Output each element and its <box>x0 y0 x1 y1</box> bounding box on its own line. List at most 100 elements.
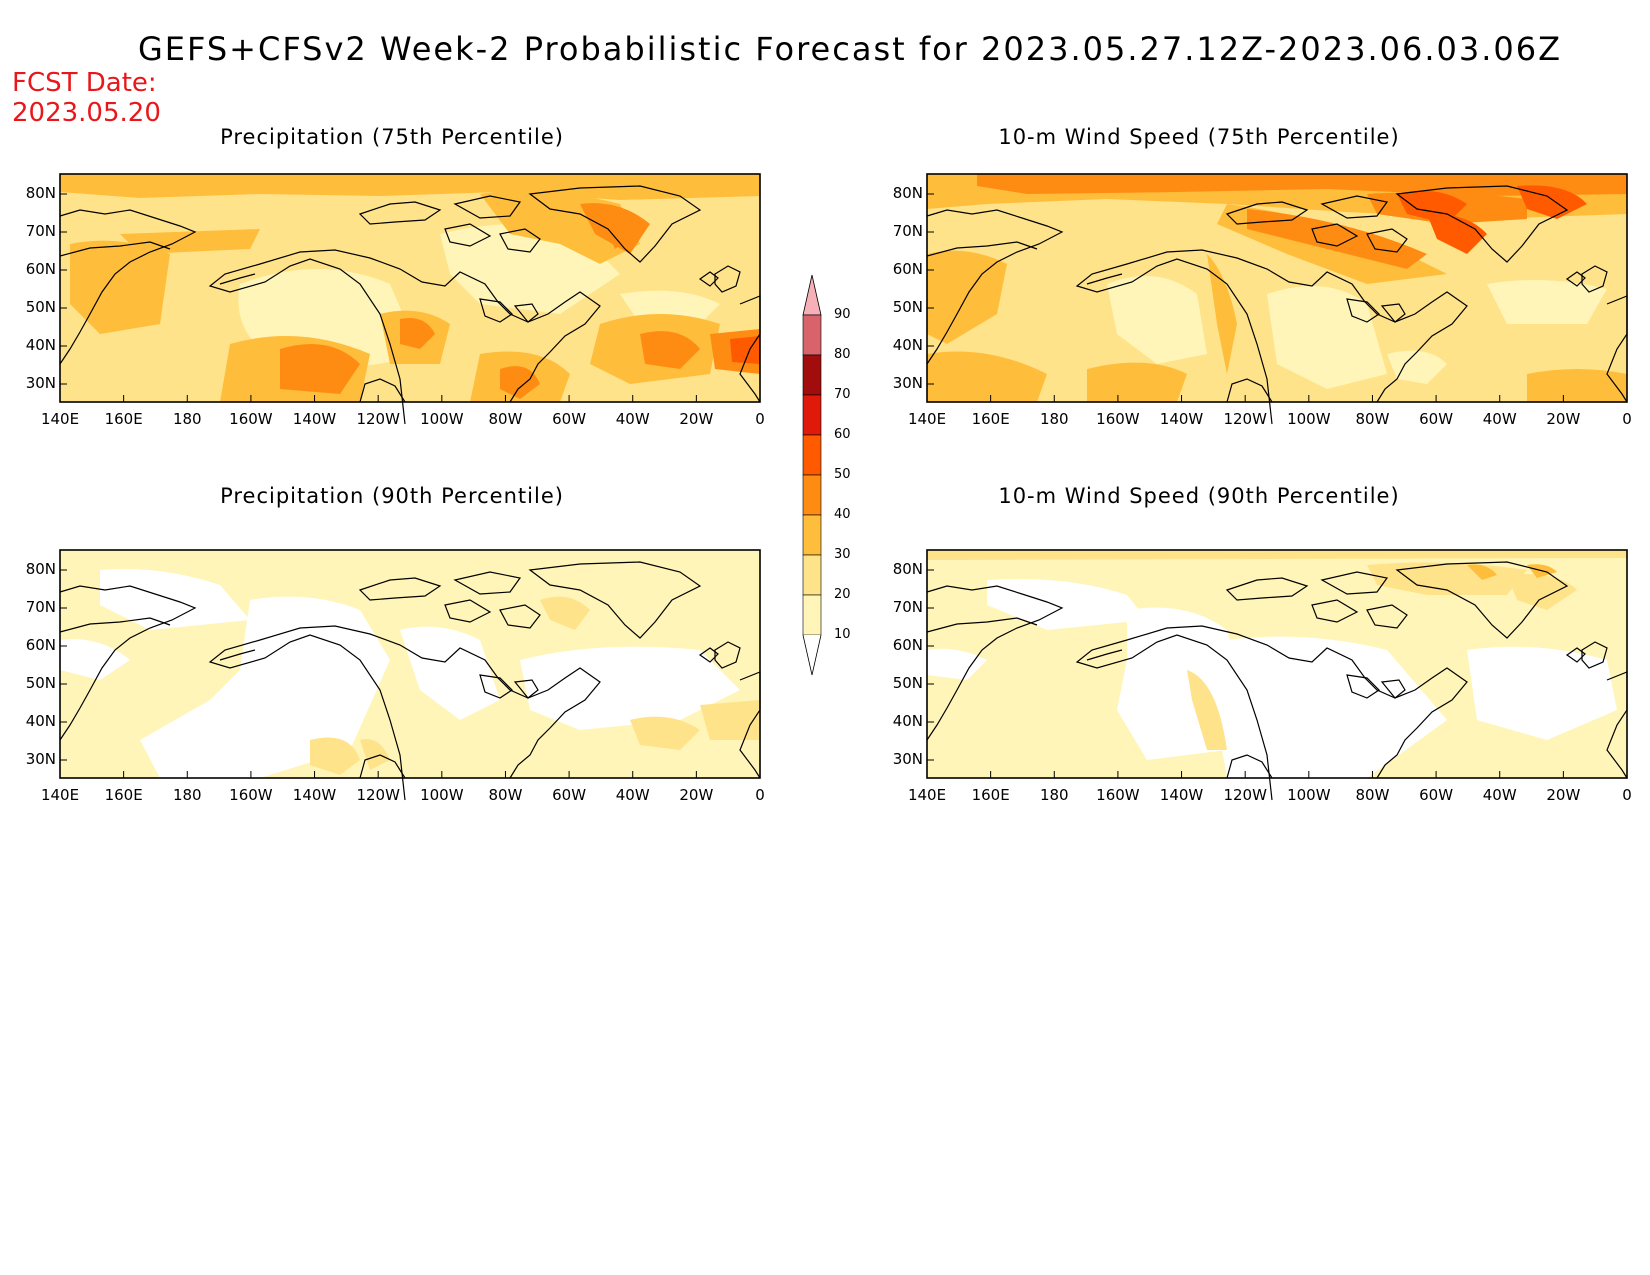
legend-swatch <box>802 554 822 596</box>
precip90-shade-5 <box>60 639 130 680</box>
coastline-3 <box>358 201 442 225</box>
lon-tick-label: 40W <box>1482 410 1517 428</box>
precip75-shade-11 <box>120 229 260 254</box>
lon-tick-label: 120W <box>356 786 400 804</box>
lat-tick-label: 30N <box>892 750 923 768</box>
wind75-shade-15 <box>1517 185 1587 219</box>
coastline-0 <box>1075 249 1468 425</box>
wind75-shade-7 <box>927 250 1007 344</box>
coastline-0 <box>1075 625 1468 801</box>
lon-tick-label: 0 <box>755 786 765 804</box>
lat-tick-label: 70N <box>892 598 923 616</box>
coastline-1 <box>1226 378 1273 403</box>
precip75-shade-13 <box>280 344 360 394</box>
coastline-1 <box>359 754 406 779</box>
lat-tick-label: 50N <box>892 298 923 316</box>
precip90-shade-4 <box>520 646 740 730</box>
coastline-3 <box>1225 577 1309 601</box>
precip90-shade-8 <box>310 737 360 775</box>
panel-title-precip75: Precipitation (75th Percentile) <box>220 125 564 149</box>
coastline-6 <box>1366 228 1408 253</box>
lat-tick-label: 70N <box>25 222 56 240</box>
lat-tick-label: 60N <box>892 260 923 278</box>
lat-tick-label: 80N <box>25 560 56 578</box>
color-legend: 90 80 70 60 50 40 30 20 10 <box>800 270 851 684</box>
lon-tick-label: 40W <box>1482 786 1517 804</box>
lon-tick-label: 0 <box>1622 786 1632 804</box>
lon-tick-label: 180 <box>1039 410 1069 428</box>
lon-tick-label: 80W <box>488 410 523 428</box>
legend-swatch <box>802 514 822 556</box>
lat-tick-label: 40N <box>892 336 923 354</box>
precip90-shade-1 <box>100 569 250 630</box>
precip90-shade-2 <box>140 596 390 778</box>
lon-tick-label: 140E <box>40 410 80 428</box>
lon-tick-label: 60W <box>1419 786 1454 804</box>
coastline-8 <box>926 617 1038 633</box>
lon-tick-label: 160E <box>104 410 143 428</box>
legend-bottom-arrow <box>802 634 822 676</box>
lat-tick-label: 50N <box>25 298 56 316</box>
lon-tick-label: 160E <box>104 786 143 804</box>
wind75-shade-12 <box>1247 209 1427 269</box>
lon-tick-label: 20W <box>679 410 714 428</box>
coastline-9 <box>219 273 256 285</box>
lon-tick-label: 40W <box>615 786 650 804</box>
lon-tick-label: 180 <box>172 786 202 804</box>
lat-tick-label: 60N <box>892 636 923 654</box>
precip75-field-svg <box>59 173 761 425</box>
coastline-14 <box>1565 271 1586 287</box>
coastline-14 <box>1565 647 1586 663</box>
coastline-4 <box>1320 571 1389 595</box>
coastline-11 <box>513 679 539 699</box>
wind90-shade-1 <box>987 579 1147 630</box>
lon-tick-label: 20W <box>679 786 714 804</box>
coastline-5 <box>444 599 492 623</box>
panel-title-precip90: Precipitation (90th Percentile) <box>220 484 564 508</box>
wind90-field-svg <box>926 549 1628 801</box>
legend-label: 90 <box>834 307 851 322</box>
lon-tick-label: 180 <box>172 410 202 428</box>
precip75-shade-4 <box>60 174 760 200</box>
lon-tick-label: 100W <box>1287 786 1331 804</box>
lon-tick-label: 20W <box>1546 410 1581 428</box>
coastline-10 <box>479 298 513 323</box>
lon-tick-label: 140E <box>40 786 80 804</box>
precip90-shade-9 <box>360 739 390 770</box>
legend-label: 10 <box>834 627 851 642</box>
precip90-frame <box>59 549 761 779</box>
coastline-6 <box>1366 604 1408 629</box>
precip75-shade-14 <box>640 331 700 369</box>
lon-tick-label: 120W <box>1223 410 1267 428</box>
coastline-6 <box>499 604 541 629</box>
lat-tick-label: 70N <box>892 222 923 240</box>
lon-tick-label: 160E <box>971 786 1010 804</box>
legend-label: 80 <box>834 347 851 362</box>
coastline-8 <box>59 617 171 633</box>
lon-tick-label: 160W <box>229 786 273 804</box>
legend-label: 60 <box>834 427 851 442</box>
precip90-shade-3 <box>400 626 500 720</box>
lon-tick-label: 60W <box>552 786 587 804</box>
lon-tick-label: 160E <box>971 410 1010 428</box>
lon-tick-label: 0 <box>1622 410 1632 428</box>
lat-tick-label: 40N <box>25 712 56 730</box>
map-wind75 <box>926 173 1628 425</box>
coastline-9 <box>1086 649 1123 661</box>
legend-swatch <box>802 314 822 356</box>
coastline-2 <box>1395 185 1569 263</box>
lon-tick-label: 160W <box>229 410 273 428</box>
map-wind90 <box>926 549 1628 801</box>
wind90-shade-3 <box>1217 636 1447 778</box>
coastline-14 <box>698 647 719 663</box>
coastline-3 <box>1225 201 1309 225</box>
legend-label: 30 <box>834 547 851 562</box>
precip75-frame <box>59 173 761 403</box>
coastline-7 <box>926 585 1064 741</box>
coastline-11 <box>513 303 539 323</box>
lon-tick-label: 140W <box>1159 786 1204 804</box>
lon-tick-label: 140E <box>907 786 947 804</box>
coastline-7 <box>926 209 1064 365</box>
coastline-4 <box>453 571 522 595</box>
wind75-shade-11 <box>977 174 1627 196</box>
